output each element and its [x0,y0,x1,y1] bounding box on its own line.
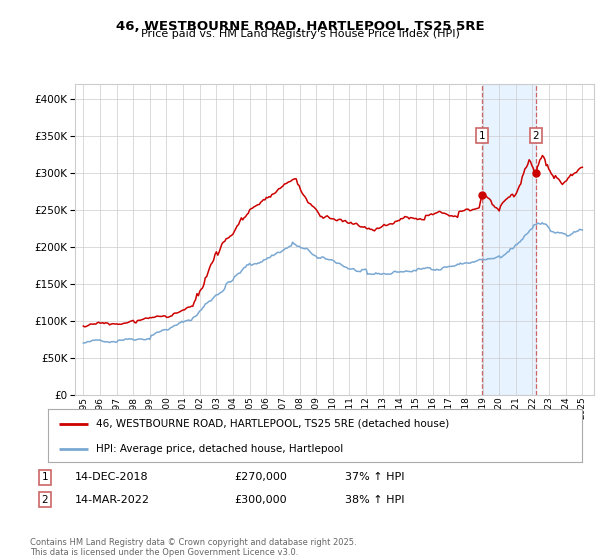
Bar [482,84,536,395]
Text: £270,000: £270,000 [234,472,287,482]
Text: 14-MAR-2022: 14-MAR-2022 [75,494,150,505]
Text: 1: 1 [479,131,485,141]
Text: 46, WESTBOURNE ROAD, HARTLEPOOL, TS25 5RE (detached house): 46, WESTBOURNE ROAD, HARTLEPOOL, TS25 5R… [96,419,449,429]
Text: 2: 2 [533,131,539,141]
Text: 1: 1 [41,472,49,482]
Text: 46, WESTBOURNE ROAD, HARTLEPOOL, TS25 5RE: 46, WESTBOURNE ROAD, HARTLEPOOL, TS25 5R… [116,20,484,32]
Text: 37% ↑ HPI: 37% ↑ HPI [345,472,404,482]
Text: HPI: Average price, detached house, Hartlepool: HPI: Average price, detached house, Hart… [96,444,343,454]
Text: 38% ↑ HPI: 38% ↑ HPI [345,494,404,505]
Text: Price paid vs. HM Land Registry's House Price Index (HPI): Price paid vs. HM Land Registry's House … [140,29,460,39]
Text: 2: 2 [41,494,49,505]
Text: £300,000: £300,000 [234,494,287,505]
Text: Contains HM Land Registry data © Crown copyright and database right 2025.
This d: Contains HM Land Registry data © Crown c… [30,538,356,557]
Text: 14-DEC-2018: 14-DEC-2018 [75,472,149,482]
